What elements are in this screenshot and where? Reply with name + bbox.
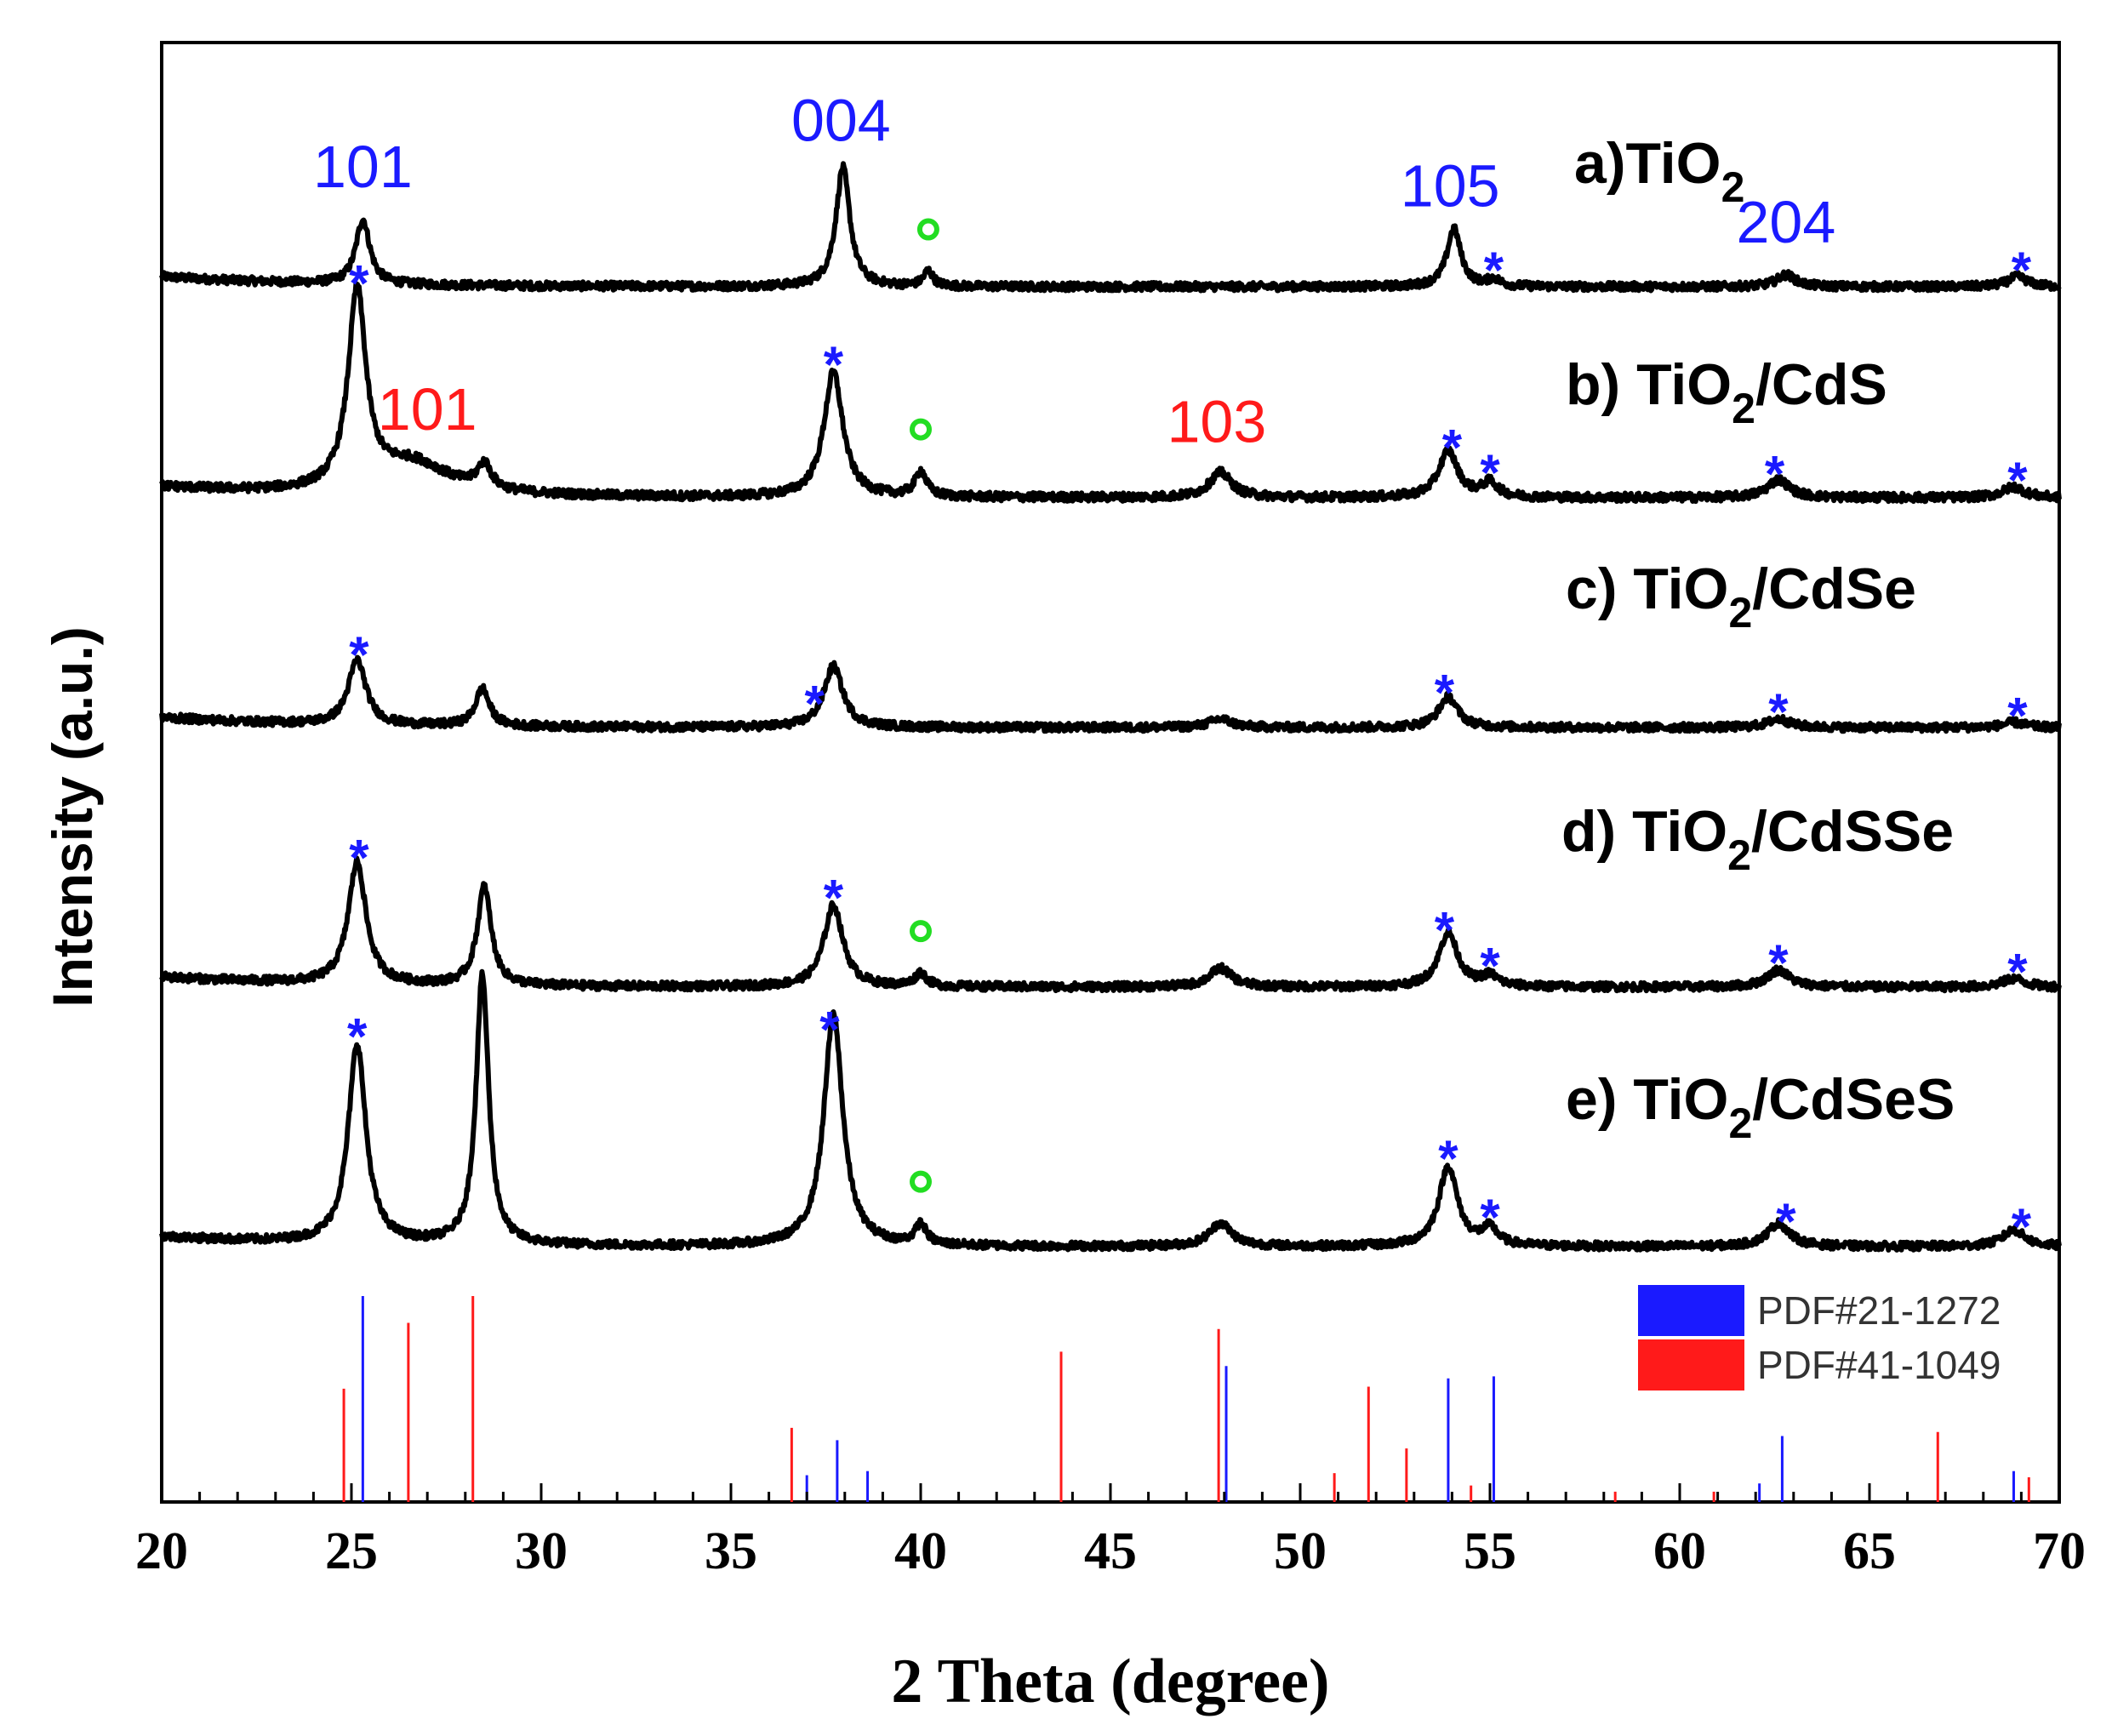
miller-index-label: 105 (1401, 152, 1500, 219)
star-marker: * (1776, 1193, 1796, 1250)
sample-label: d) TiO2/CdSSe (1561, 799, 1954, 879)
pattern-line-5 (159, 968, 2062, 1253)
x-tick-label: 20 (135, 1522, 188, 1580)
star-marker: * (2007, 452, 2028, 509)
legend-swatch (1638, 1285, 1744, 1336)
pattern-line-4 (159, 855, 2062, 994)
star-marker: * (1435, 665, 1455, 722)
circle-marker (910, 418, 932, 441)
y-axis-title: Intensity (a.u.) (41, 626, 104, 1007)
star-marker: * (1480, 937, 1500, 994)
sample-labels: a)TiO2 b) TiO2/CdS c) TiO2/CdSe d) TiO2/CdS… (1561, 131, 1955, 1147)
plot-border (160, 41, 2061, 1504)
star-marker: * (1442, 420, 1463, 477)
miller-index-label: 004 (791, 88, 891, 154)
miller-index-label: 103 (1167, 388, 1266, 454)
reference-patterns (342, 1296, 2030, 1502)
sample-label: e) TiO2/CdSeS (1566, 1067, 1955, 1147)
x-tick-label: 30 (515, 1522, 568, 1580)
star-marker: * (349, 626, 369, 683)
peak-markers: 101 004 105 * 204 * * 101 * 103 * * * * * * * * * * * * * * * * * *… (313, 88, 2032, 1256)
x-tick-label: 25 (325, 1522, 378, 1580)
star-marker: * (2012, 242, 2032, 299)
star-marker: * (819, 1002, 840, 1059)
circle-marker (910, 1170, 932, 1193)
xrd-patterns (159, 161, 2062, 1253)
star-marker: * (1480, 444, 1500, 501)
sample-label: c) TiO2/CdSe (1566, 557, 1916, 637)
star-marker: * (1435, 902, 1455, 959)
star-marker: * (1484, 242, 1504, 299)
star-marker: * (1768, 934, 1789, 991)
star-marker: * (1438, 1130, 1458, 1187)
x-tick-label: 45 (1084, 1522, 1137, 1580)
legend: PDF#21-1272 PDF#41-1049 (1638, 1285, 2001, 1391)
x-tick-label: 65 (1843, 1522, 1896, 1580)
star-marker: * (1768, 683, 1789, 740)
pattern-line-3 (159, 654, 2062, 734)
plot-frame (160, 41, 2061, 1504)
star-marker: * (349, 830, 369, 887)
star-marker: * (2007, 687, 2028, 744)
star-marker: * (824, 870, 844, 927)
x-tick-label: 40 (894, 1522, 947, 1580)
miller-index-label: 101 (313, 134, 413, 200)
star-marker: * (1765, 445, 1785, 502)
star-marker: * (824, 336, 844, 393)
x-tick-label: 60 (1653, 1522, 1706, 1580)
x-tick-label: 50 (1274, 1522, 1327, 1580)
sample-label: b) TiO2/CdS (1566, 352, 1887, 432)
legend-swatch (1638, 1339, 1744, 1391)
circle-marker (910, 920, 932, 943)
star-marker: * (2012, 1198, 2032, 1255)
legend-label: PDF#21-1272 (1757, 1288, 2001, 1333)
x-tick-label: 70 (2033, 1522, 2086, 1580)
pattern-line-1 (159, 161, 2062, 294)
circle-marker (916, 218, 939, 241)
legend-label: PDF#41-1049 (1757, 1343, 2001, 1387)
x-axis-title: 2 Theta (degree) (891, 1647, 1329, 1716)
pattern-line-2 (159, 281, 2062, 505)
miller-index-label: 101 (378, 376, 477, 443)
star-marker: * (2007, 944, 2028, 1001)
x-axis-ticks: 20 25 30 35 40 45 50 55 60 65 70 (135, 1483, 2086, 1580)
star-marker: * (347, 1008, 368, 1065)
star-marker: * (804, 676, 825, 733)
sample-label: a)TiO2 (1574, 131, 1744, 211)
star-marker: * (349, 254, 369, 311)
miller-index-label: 204 (1736, 189, 1835, 255)
x-tick-label: 55 (1464, 1522, 1516, 1580)
star-marker: * (1480, 1189, 1500, 1246)
x-tick-label: 35 (705, 1522, 757, 1580)
